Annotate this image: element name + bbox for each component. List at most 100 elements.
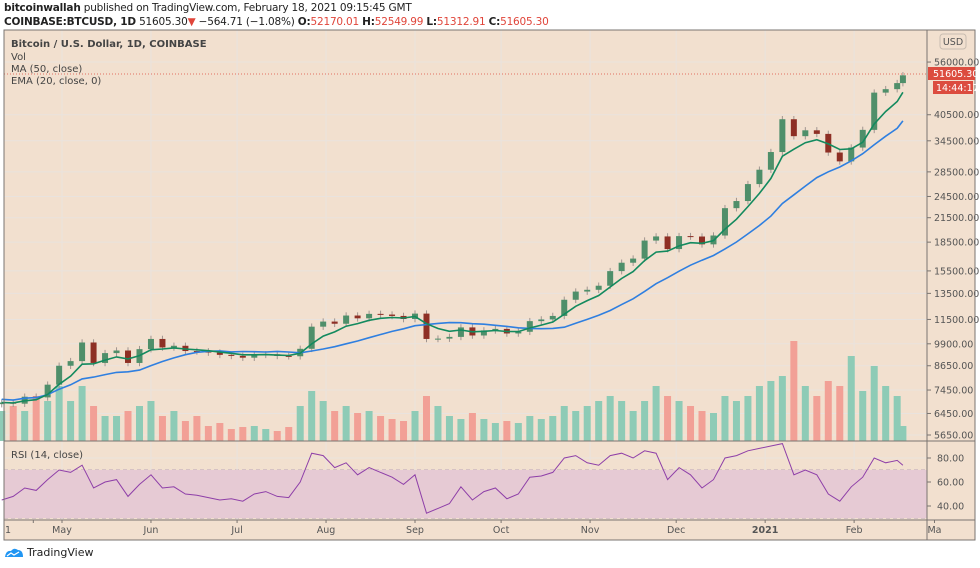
candle-body [343,315,350,324]
candle[interactable] [90,339,97,367]
volume-bar [55,386,63,441]
candle[interactable] [538,316,545,325]
candle[interactable] [457,324,464,341]
candle-body [526,321,533,332]
author-name[interactable]: bitcoinwallah [4,2,81,14]
candle[interactable] [113,347,120,357]
candle-body [733,201,740,209]
candle[interactable] [607,267,614,290]
candle-body [859,129,866,148]
candle[interactable] [894,79,901,93]
volume-bar [101,416,109,441]
chart-background [4,30,975,540]
legend-ema[interactable]: EMA (20, close, 0) [11,76,101,87]
candle[interactable] [767,148,774,174]
candle[interactable] [561,296,568,320]
candle[interactable] [584,286,591,295]
candle[interactable] [170,342,177,351]
candle[interactable] [44,381,51,401]
currency-button[interactable] [939,33,967,50]
legend-ma[interactable]: MA (50, close) [11,64,82,75]
candle[interactable] [813,127,820,138]
candle[interactable] [733,197,740,212]
candle[interactable] [67,357,74,370]
time-axis[interactable]: 1 May Jun Jul Aug Sep Oct Nov Dec 2021 Feb Ma [5,520,941,536]
candle[interactable] [526,317,533,336]
candle[interactable] [125,347,132,367]
legend-vol[interactable]: Vol [11,52,26,63]
candle[interactable] [354,312,361,322]
candle-body [492,328,499,331]
candle[interactable] [492,325,499,334]
candle[interactable] [899,72,906,87]
candle[interactable] [320,318,327,330]
candle[interactable] [664,233,671,253]
candle[interactable] [377,310,384,318]
candle[interactable] [630,255,637,267]
volume-bar [606,396,614,441]
candle[interactable] [480,327,487,339]
time-tick-label: Jul [230,525,242,536]
volume-bar [813,396,821,441]
candle[interactable] [653,233,660,244]
volume-bar [273,431,281,441]
volume-bar [319,401,327,441]
price-tick-label: 28500.00 [934,167,979,178]
candle[interactable] [744,180,751,205]
ema20-line [1,91,904,404]
volume-bar [836,386,844,441]
candle[interactable] [343,312,350,328]
candle[interactable] [618,259,625,275]
volume-bar [354,413,362,441]
price-tick-label: 18500.00 [934,238,979,249]
candle[interactable] [676,232,683,253]
candle[interactable] [102,349,109,367]
volume-bar [193,416,201,441]
candle[interactable] [434,335,441,343]
candle[interactable] [802,127,809,140]
candle[interactable] [859,126,866,151]
candle[interactable] [756,166,763,188]
volume-bar [698,411,706,441]
candle-body [79,342,86,362]
volume-bar [859,391,867,441]
candle[interactable] [308,323,315,353]
legend-rsi[interactable]: RSI (14, close) [11,450,83,461]
candle[interactable] [251,351,258,361]
candle[interactable] [790,115,797,140]
candle-body [894,83,901,90]
candle[interactable] [721,204,728,239]
candle[interactable] [331,318,338,328]
volume-bar [870,366,878,441]
volume-bar [158,416,166,441]
rsi-band [4,470,927,518]
candle[interactable] [871,89,878,134]
volume-bar [113,416,121,441]
price-tick-label: 15500.00 [934,266,979,277]
candle-body [595,285,602,290]
candle[interactable] [595,282,602,294]
candle-body [641,240,648,259]
candle[interactable] [446,333,453,342]
tradingview-brand[interactable]: TradingView [4,546,93,559]
candle-body [618,262,625,272]
price-axis[interactable]: 56000.00 40500.00 34500.00 28500.00 24500.00… [927,58,979,442]
candle-body [687,236,694,238]
candle[interactable] [515,328,522,337]
volume-bar [204,426,212,441]
candle[interactable] [572,288,579,304]
candle[interactable] [779,115,786,156]
candle-body [239,355,246,358]
candle[interactable] [882,85,889,96]
candle[interactable] [423,310,430,343]
candle[interactable] [699,233,706,248]
candle[interactable] [687,232,694,240]
candle-body [653,236,660,241]
candle[interactable] [79,339,86,365]
candle[interactable] [836,149,843,165]
volume-bar [744,396,752,441]
volume-bar [652,386,660,441]
volume-bar [549,416,557,441]
candle[interactable] [641,237,648,262]
